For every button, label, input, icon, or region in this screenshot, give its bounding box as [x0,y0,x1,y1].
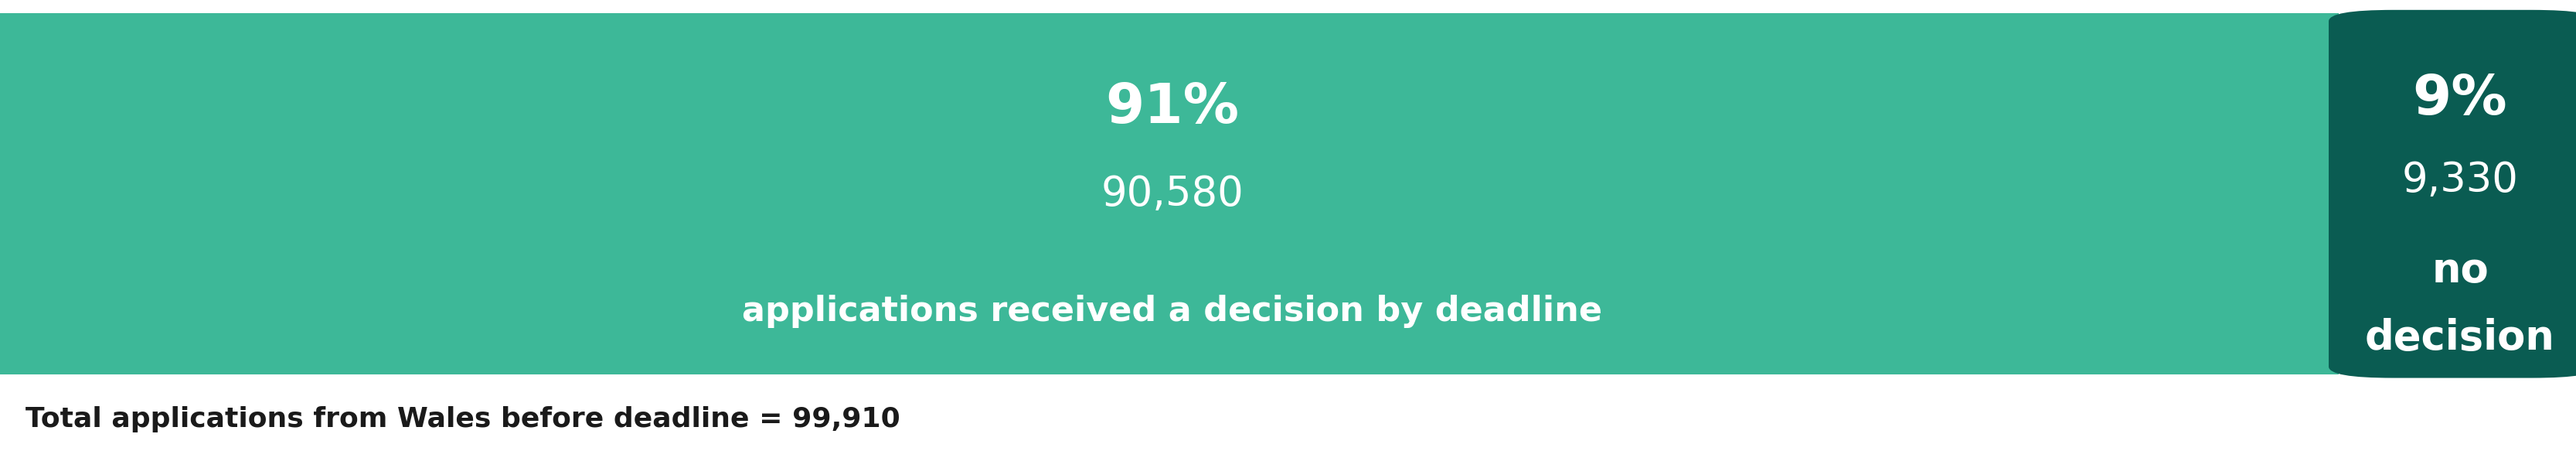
Text: 9%: 9% [2414,73,2506,126]
FancyBboxPatch shape [2329,10,2576,378]
Text: applications received a decision by deadline: applications received a decision by dead… [742,295,1602,328]
Bar [0,14,2339,374]
Text: 91%: 91% [1105,82,1239,135]
Text: Total applications from Wales before deadline = 99,910: Total applications from Wales before dea… [26,406,902,433]
Text: 9,330: 9,330 [2401,160,2519,201]
Text: 90,580: 90,580 [1100,174,1244,214]
Text: no: no [2432,250,2488,291]
Text: decision: decision [2365,318,2555,359]
